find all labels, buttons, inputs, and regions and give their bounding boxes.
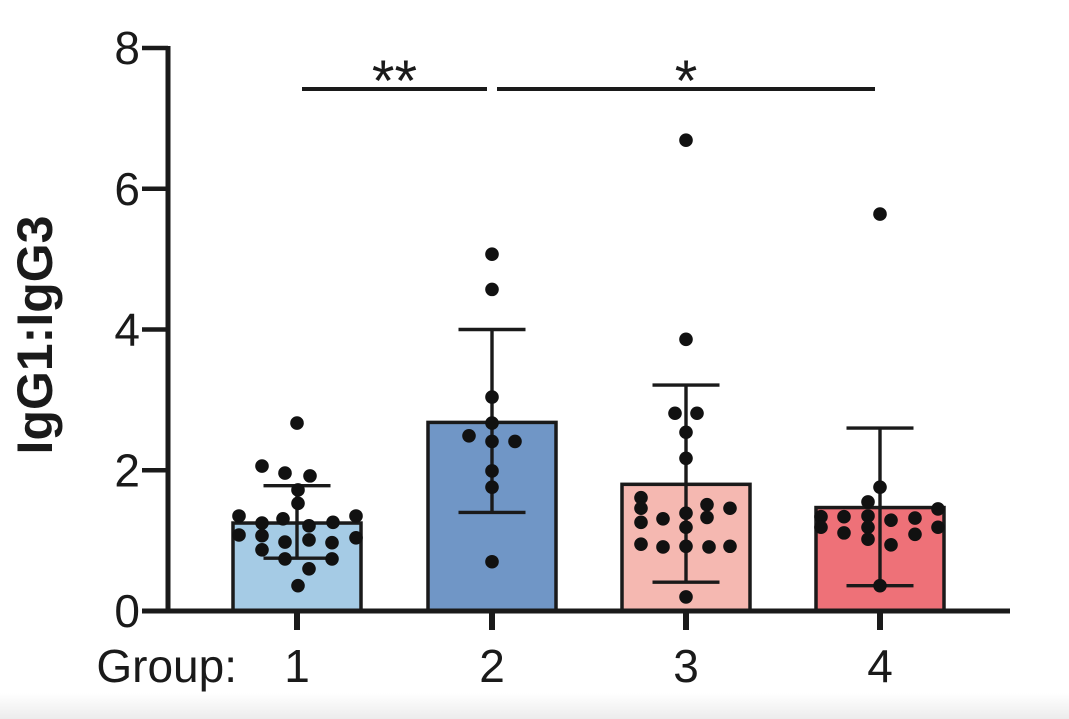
data-point-group-2 <box>485 282 499 297</box>
data-point-group-1 <box>291 496 305 511</box>
data-point-group-1 <box>291 483 305 497</box>
data-point-group-4 <box>861 495 875 509</box>
data-point-group-1 <box>325 535 339 550</box>
data-point-group-1 <box>232 528 246 542</box>
significance-label-1: ** <box>372 49 417 114</box>
data-point-group-1 <box>278 466 292 480</box>
data-point-group-2 <box>485 434 499 449</box>
data-point-group-1 <box>303 469 317 483</box>
x-tick-label-4: 4 <box>867 640 893 692</box>
data-point-group-3 <box>679 539 693 554</box>
data-point-group-4 <box>873 578 887 593</box>
data-point-group-1 <box>255 528 269 543</box>
data-point-group-1 <box>326 515 340 530</box>
data-point-group-1 <box>232 509 246 523</box>
data-point-group-3 <box>656 512 670 526</box>
data-point-group-4 <box>931 520 945 535</box>
data-point-group-3 <box>679 133 693 147</box>
data-point-group-1 <box>290 416 304 430</box>
data-point-group-1 <box>325 552 339 566</box>
data-point-group-3 <box>723 501 737 516</box>
y-tick-label-0: 0 <box>114 585 140 637</box>
data-point-group-4 <box>884 538 898 552</box>
data-point-group-4 <box>837 509 851 524</box>
data-point-group-1 <box>302 519 316 533</box>
data-point-group-2 <box>462 428 476 443</box>
data-point-group-3 <box>656 540 670 554</box>
y-tick-label-8: 8 <box>114 22 140 74</box>
data-point-group-3 <box>679 332 693 347</box>
data-point-group-3 <box>700 497 714 512</box>
data-point-group-1 <box>255 542 269 557</box>
data-point-group-3 <box>723 539 737 554</box>
data-point-group-3 <box>679 451 693 466</box>
data-point-group-1 <box>278 552 292 566</box>
data-point-group-3 <box>679 506 693 520</box>
x-axis-prefix-label: Group: <box>96 640 237 692</box>
data-point-group-4 <box>931 502 945 516</box>
data-point-group-4 <box>873 480 887 494</box>
x-tick-label-2: 2 <box>479 640 505 692</box>
data-point-group-3 <box>634 490 648 505</box>
data-point-group-1 <box>291 578 305 593</box>
data-point-group-3 <box>700 510 714 525</box>
data-point-group-1 <box>302 561 316 576</box>
data-point-group-3 <box>668 406 682 421</box>
data-point-group-2 <box>485 554 499 569</box>
data-point-group-1 <box>255 459 269 473</box>
data-point-group-3 <box>690 406 704 421</box>
data-point-group-4 <box>861 509 875 523</box>
data-point-group-2 <box>485 464 499 478</box>
data-point-group-1 <box>276 512 290 526</box>
data-point-group-2 <box>508 434 522 449</box>
y-axis-title: IgG1:IgG3 <box>7 216 63 455</box>
data-point-group-3 <box>634 537 648 551</box>
data-point-group-2 <box>485 416 499 430</box>
data-point-group-1 <box>255 516 269 530</box>
data-point-group-4 <box>884 513 898 528</box>
significance-label-2: * <box>675 49 698 114</box>
data-point-group-3 <box>702 540 716 554</box>
data-point-group-4 <box>814 520 828 535</box>
data-point-group-3 <box>679 590 693 604</box>
data-point-group-1 <box>302 533 316 547</box>
data-point-group-3 <box>679 520 693 535</box>
data-point-group-4 <box>814 509 828 524</box>
data-point-group-4 <box>908 511 922 525</box>
data-point-group-4 <box>908 527 922 542</box>
data-point-group-1 <box>349 531 363 545</box>
data-point-group-1 <box>349 509 363 523</box>
data-point-group-2 <box>485 247 499 261</box>
data-point-group-4 <box>861 520 875 535</box>
x-tick-label-1: 1 <box>284 640 310 692</box>
data-point-group-4 <box>837 526 851 540</box>
y-tick-label-6: 6 <box>114 163 140 215</box>
data-point-group-3 <box>634 515 648 530</box>
data-point-group-1 <box>278 535 292 549</box>
y-tick-label-4: 4 <box>114 304 140 356</box>
data-point-group-2 <box>485 390 499 404</box>
y-tick-label-2: 2 <box>114 444 140 496</box>
data-point-group-4 <box>873 207 887 221</box>
data-point-group-3 <box>679 425 693 440</box>
x-tick-label-3: 3 <box>673 640 699 692</box>
data-point-group-2 <box>485 480 499 494</box>
data-point-group-3 <box>634 501 648 516</box>
data-point-group-4 <box>861 532 875 547</box>
